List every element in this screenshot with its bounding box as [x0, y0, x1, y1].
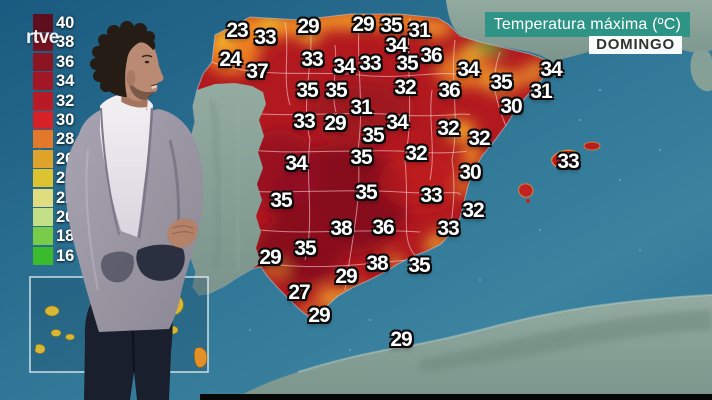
legend-color-swatch	[33, 208, 53, 226]
temp-label: 38	[330, 217, 352, 240]
temp-label: 36	[420, 44, 442, 67]
temp-label: 30	[500, 95, 522, 118]
bottom-bar	[200, 394, 712, 400]
temp-label: 35	[350, 146, 372, 169]
temp-label: 31	[408, 19, 430, 42]
temp-label: 34	[457, 58, 479, 81]
legend-color-swatch	[33, 130, 53, 149]
legend-value: 34	[56, 72, 75, 91]
temp-label: 34	[333, 55, 355, 78]
legend-color-swatch	[33, 72, 53, 91]
temp-label: 29	[390, 328, 412, 351]
balearic-islands	[518, 141, 601, 203]
temp-label: 29	[308, 304, 330, 327]
presenter-hair	[90, 21, 156, 98]
legend-color-swatch	[33, 52, 53, 71]
legend-value: 30	[56, 111, 75, 129]
temp-label: 27	[288, 281, 310, 304]
africa-ridge	[297, 294, 712, 373]
temp-label: 33	[301, 48, 323, 71]
temp-label: 34	[386, 111, 408, 134]
legend-value: 32	[56, 91, 75, 110]
presenter-shirt	[100, 93, 153, 237]
legend-color-swatch	[33, 91, 53, 110]
region-borders	[211, 14, 507, 291]
temp-label: 32	[437, 117, 459, 140]
temp-label: 33	[437, 217, 459, 240]
temp-label: 36	[372, 216, 394, 239]
temp-label: 23	[226, 19, 248, 42]
portugal-land	[189, 83, 266, 295]
legend-color-swatch	[33, 246, 53, 265]
temp-label: 33	[293, 110, 315, 133]
legend-color-swatch	[33, 149, 53, 168]
temp-label: 33	[557, 150, 579, 173]
temp-label: 30	[459, 161, 481, 184]
temp-label: 32	[394, 76, 416, 99]
legend-value: 18	[56, 227, 75, 246]
temp-label: 35	[380, 14, 402, 37]
presenter-beard	[128, 80, 155, 100]
legend-color-swatch	[33, 33, 53, 52]
temp-label: 31	[350, 96, 372, 119]
africa-land	[232, 295, 712, 400]
temp-label: 31	[530, 80, 552, 103]
temp-label: 34	[540, 58, 562, 81]
day-banner: DOMINGO	[589, 36, 682, 54]
legend-color-swatch	[33, 227, 53, 246]
temp-label: 33	[359, 52, 381, 75]
temp-label: 34	[285, 152, 307, 175]
corsica-land	[690, 49, 712, 92]
legend-value: 40	[56, 14, 75, 32]
temp-label: 29	[259, 246, 281, 269]
temp-label: 35	[355, 181, 377, 204]
rtve-logo: rtve	[26, 27, 59, 48]
temp-label: 32	[468, 127, 490, 150]
presenter-ear	[126, 70, 136, 86]
temp-label: 32	[462, 199, 484, 222]
legend-color-swatch	[33, 169, 53, 188]
temp-label: 36	[438, 79, 460, 102]
legend-color-swatch	[33, 111, 53, 129]
presenter-sleeve-shadow	[136, 244, 185, 281]
legend-value: 28	[56, 130, 75, 149]
presenter-eye	[144, 60, 150, 64]
temp-label: 35	[362, 124, 384, 147]
temp-label: 34	[385, 34, 407, 57]
temp-label: 35	[296, 79, 318, 102]
temp-label: 29	[324, 112, 346, 135]
legend-color-swatch	[33, 188, 53, 207]
temp-label: 35	[396, 52, 418, 75]
legend-value: 38	[56, 33, 75, 52]
temp-label: 35	[408, 254, 430, 277]
temp-label: 37	[246, 60, 268, 83]
temp-label: 35	[294, 237, 316, 260]
africa-shading	[420, 310, 712, 372]
legend: 40 38 36 34 32 30 28 26 24 22 20 18 16	[0, 0, 90, 280]
temp-label: 29	[335, 265, 357, 288]
temp-label: 33	[420, 184, 442, 207]
legend-value: 36	[56, 52, 75, 71]
temp-label: 33	[254, 26, 276, 49]
title-banner: Temperatura máxima (ºC)	[484, 12, 690, 37]
temp-label: 29	[297, 15, 319, 38]
legend-value: 16	[56, 246, 75, 265]
temp-label: 24	[219, 48, 241, 71]
temp-label: 29	[352, 13, 374, 36]
temp-label: 35	[490, 71, 512, 94]
temp-label: 35	[325, 79, 347, 102]
presenter-hand	[167, 218, 198, 248]
temp-label: 35	[270, 189, 292, 212]
legend-color-swatch	[33, 14, 53, 32]
temp-label: 38	[366, 252, 388, 275]
temp-label: 32	[405, 142, 427, 165]
